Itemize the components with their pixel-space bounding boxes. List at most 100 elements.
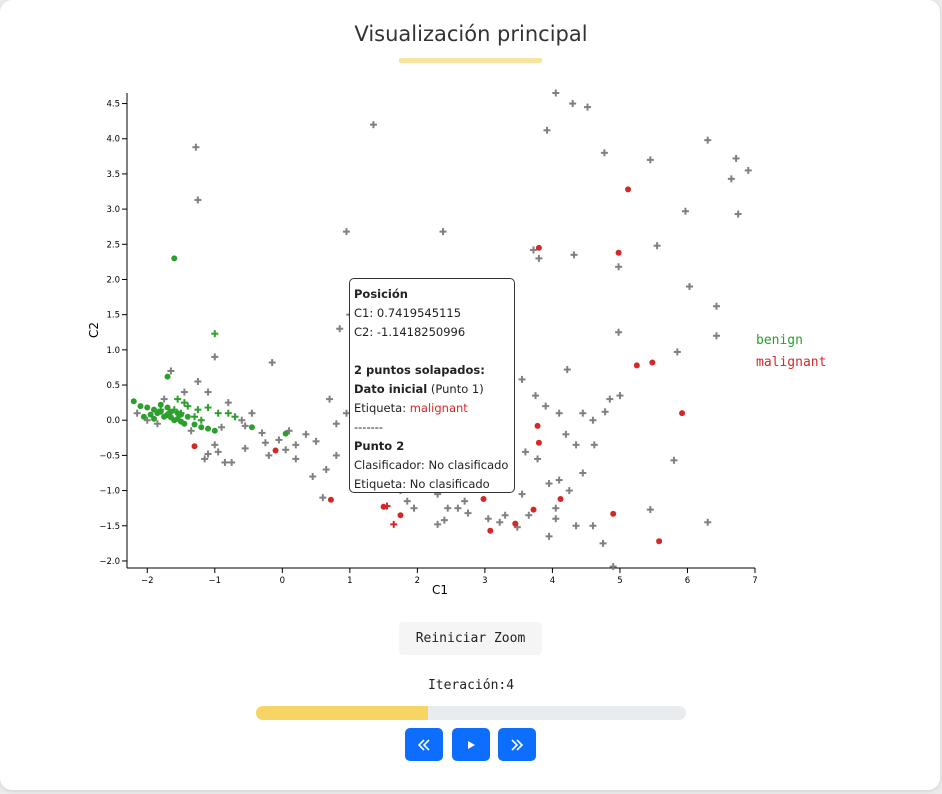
rewind-button[interactable] <box>405 728 443 761</box>
data-point <box>410 504 418 512</box>
x-tick-label: −2 <box>141 576 154 586</box>
y-tick-label: 0.5 <box>106 381 120 391</box>
x-tick-label: 0 <box>280 576 285 586</box>
tooltip-point2-label: Etiqueta: No clasificado <box>354 477 490 491</box>
data-point <box>275 436 283 444</box>
data-point <box>403 497 411 505</box>
tooltip-point2-classifier: Clasificador: No clasificado <box>354 458 509 472</box>
data-point <box>649 359 656 366</box>
reset-zoom-button[interactable]: Reiniciar Zoom <box>399 622 542 655</box>
y-tick-label: 2.0 <box>106 275 120 285</box>
data-point <box>261 439 269 447</box>
data-point <box>285 427 293 435</box>
data-point <box>224 399 232 407</box>
data-point <box>191 413 199 421</box>
tooltip-separator: ------- <box>354 420 384 434</box>
data-point <box>181 420 188 427</box>
data-point <box>579 469 587 477</box>
data-point <box>160 395 168 403</box>
data-point <box>214 409 222 417</box>
data-point <box>292 455 300 463</box>
data-point <box>609 563 617 571</box>
data-point <box>204 388 212 396</box>
data-point <box>312 437 320 445</box>
y-tick-label: 3.5 <box>106 170 120 180</box>
data-point <box>211 330 219 338</box>
data-point <box>534 455 542 463</box>
data-point <box>130 398 137 405</box>
data-point <box>439 228 447 236</box>
data-point <box>434 520 442 528</box>
data-point <box>552 504 560 512</box>
y-tick-label: 4.0 <box>106 135 120 145</box>
tooltip-point1-name: Dato inicial <box>354 382 428 396</box>
y-tick-label: 4.5 <box>106 100 120 110</box>
data-point <box>535 244 542 251</box>
data-point <box>140 413 147 420</box>
data-point <box>525 511 533 519</box>
data-point <box>713 332 721 340</box>
tooltip-point1-title: Dato inicial (Punto 1) <box>354 380 510 399</box>
data-point <box>555 409 563 417</box>
data-point <box>616 392 624 400</box>
data-point <box>258 429 266 437</box>
legend-benign: benign <box>756 333 803 348</box>
data-point <box>214 448 222 456</box>
y-tick-label: −1.5 <box>99 522 120 532</box>
data-point <box>601 408 609 416</box>
data-point <box>461 497 469 505</box>
tooltip-point1-label-value: malignant <box>409 401 468 415</box>
data-point <box>727 175 735 183</box>
data-point <box>563 366 571 374</box>
data-point <box>194 196 202 204</box>
data-point <box>322 465 330 473</box>
double-chevron-right-icon <box>511 738 524 751</box>
data-point <box>615 328 623 336</box>
data-point <box>679 410 686 417</box>
y-tick-label: −0.5 <box>99 451 120 461</box>
tooltip-c1: C1: 0.7419545115 <box>354 306 462 320</box>
y-axis-label: C2 <box>87 322 101 338</box>
data-point <box>521 448 529 456</box>
data-point <box>241 422 249 430</box>
data-point <box>164 373 171 380</box>
data-point <box>555 476 563 484</box>
y-tick-label: −1.0 <box>99 487 120 497</box>
data-point <box>265 451 273 459</box>
data-point <box>518 490 526 498</box>
data-point <box>180 388 188 396</box>
x-tick-label: 2 <box>415 576 420 586</box>
scatter-plot[interactable]: −2 −1 0 1 2 3 4 5 6 7 −2.0 −1.5 −1.0 −0.5 0.0 0.5 1.0 1.5… <box>0 0 942 610</box>
play-icon <box>468 740 475 749</box>
data-point <box>681 207 689 215</box>
y-tick-label: 0.0 <box>106 416 120 426</box>
data-point <box>535 439 542 446</box>
data-point <box>625 186 632 193</box>
tooltip-point2-title: Punto 2 <box>354 439 405 453</box>
data-point <box>610 510 617 517</box>
forward-button[interactable] <box>498 728 536 761</box>
data-point <box>204 404 212 412</box>
data-point <box>713 302 721 310</box>
page-title: Visualización principal <box>354 22 588 46</box>
point-tooltip: Posición C1: 0.7419545115 C2: -1.1418250… <box>349 278 515 493</box>
data-point <box>615 249 622 256</box>
data-point <box>238 416 246 424</box>
plot-axes: −2 −1 0 1 2 3 4 5 6 7 −2.0 −1.5 −1.0 −0.5 0.0 0.5 1.0 1.5… <box>99 93 758 586</box>
data-point <box>342 409 350 417</box>
data-point <box>204 450 212 458</box>
data-point <box>241 444 249 452</box>
data-point <box>211 427 218 434</box>
play-button[interactable] <box>452 728 490 761</box>
tooltip-spacer <box>354 342 510 361</box>
data-point <box>734 210 742 218</box>
tooltip-point1-label: Etiqueta: malignant <box>354 399 510 418</box>
data-point <box>480 496 487 503</box>
data-point <box>198 424 205 431</box>
data-point <box>530 246 538 254</box>
data-point <box>292 441 300 449</box>
data-point <box>599 539 607 547</box>
data-point <box>685 283 693 291</box>
data-point <box>589 416 597 424</box>
data-point <box>319 494 327 502</box>
